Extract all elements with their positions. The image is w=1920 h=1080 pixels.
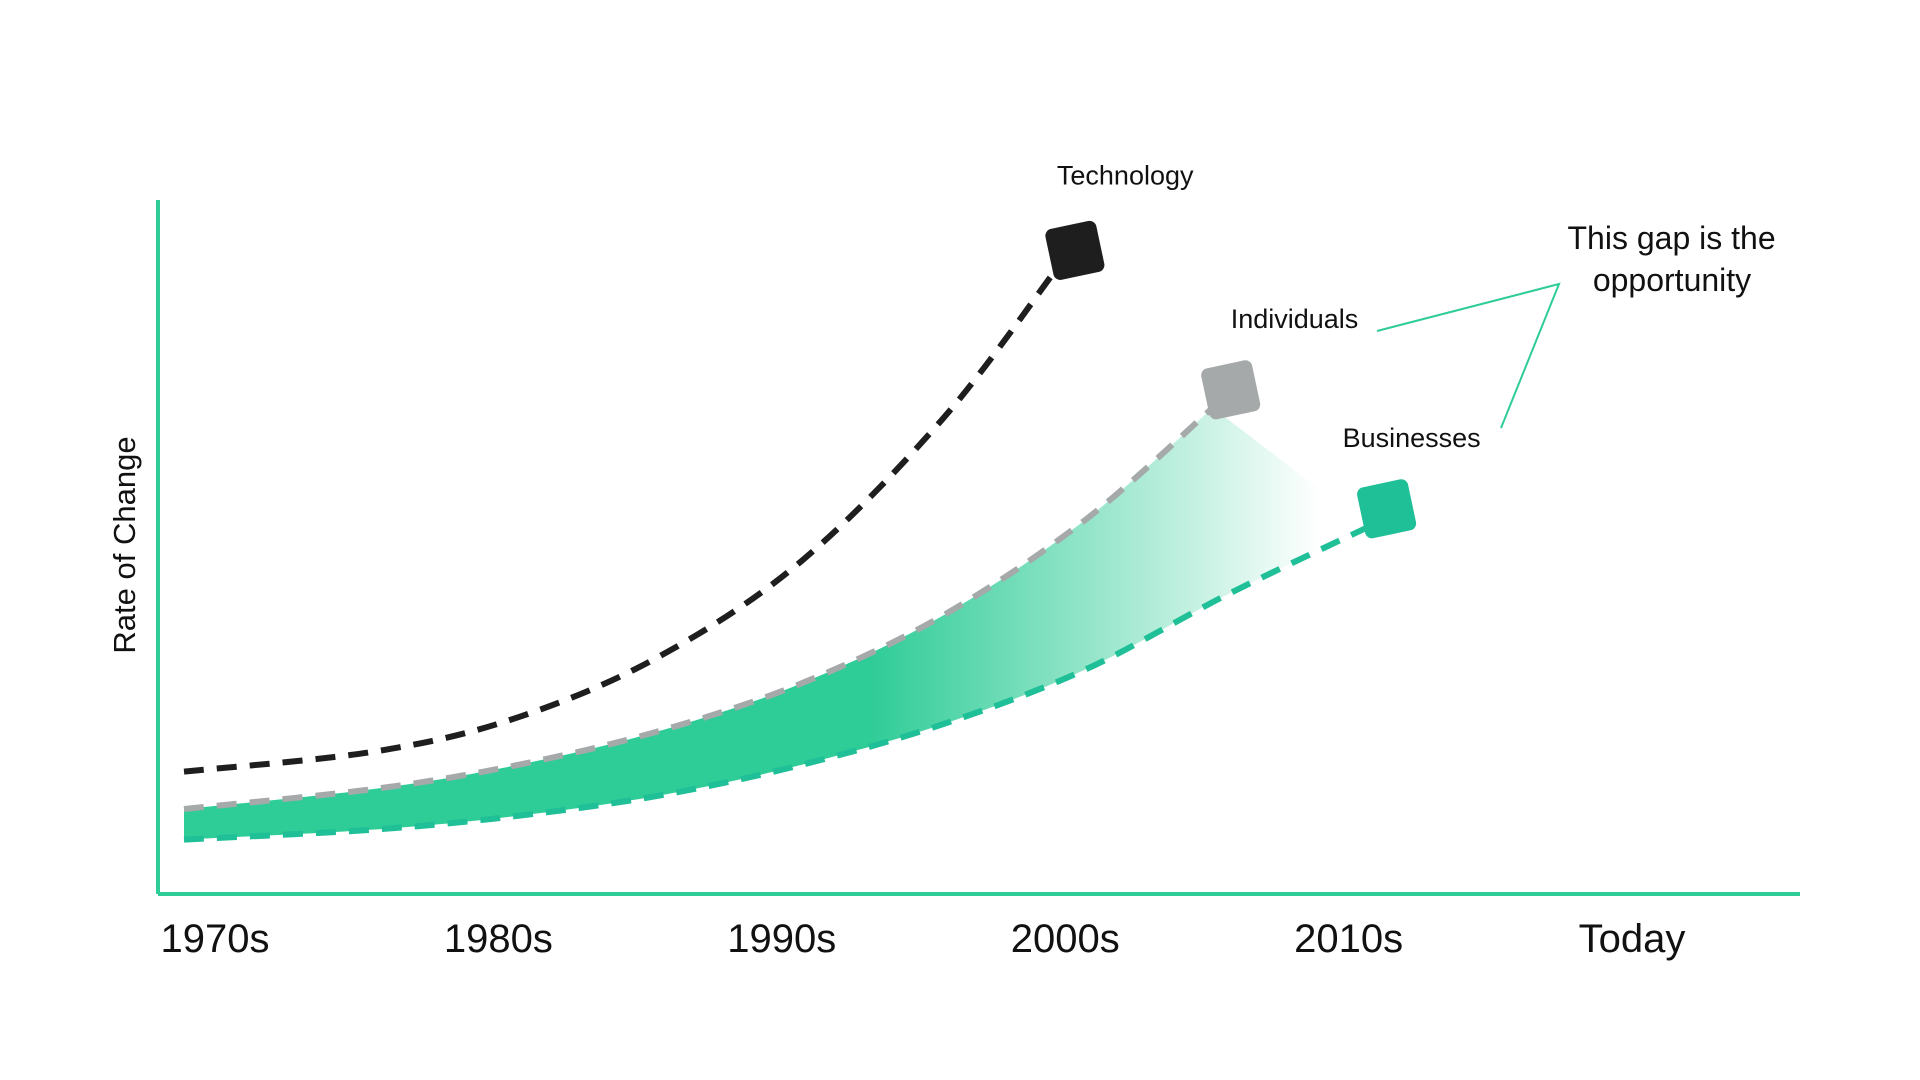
series-end-marker-businesses xyxy=(1357,479,1417,539)
series-businesses xyxy=(183,479,1417,843)
x-tick-label-1990s: 1990s xyxy=(727,917,836,961)
series-label-businesses: Businesses xyxy=(1343,423,1481,453)
x-tick-label-2000s: 2000s xyxy=(1011,917,1120,961)
x-tick-label-2010s: 2010s xyxy=(1294,917,1403,961)
x-tick-label-1970s: 1970s xyxy=(161,917,270,961)
annotation-pointer-lines xyxy=(1376,282,1561,429)
series-individuals xyxy=(183,360,1261,812)
opportunity-gap-area xyxy=(184,407,1369,840)
annotation-line-2: opportunity xyxy=(1593,262,1751,298)
series-end-marker-individuals xyxy=(1201,360,1261,420)
x-tick-label-today: Today xyxy=(1579,917,1686,961)
x-tick-labels: 1970s 1980s 1990s 2000s 2010s Today xyxy=(161,917,1686,961)
gap-annotation: This gap is the opportunity xyxy=(1376,220,1785,429)
series-label-technology: Technology xyxy=(1057,160,1194,190)
svg-text:This gap is the opportun: This gap is the opportunity xyxy=(1568,220,1785,298)
series-labels: Technology Individuals Businesses xyxy=(1057,160,1481,452)
series-line-businesses xyxy=(183,524,1370,843)
series-line-technology xyxy=(183,266,1060,775)
series-line-individuals xyxy=(183,405,1215,812)
series-technology xyxy=(183,220,1105,775)
annotation-line-1: This gap is the xyxy=(1568,220,1776,256)
x-tick-label-1980s: 1980s xyxy=(444,917,553,961)
series-end-marker-technology xyxy=(1045,220,1105,280)
series-label-individuals: Individuals xyxy=(1231,304,1359,334)
y-axis-title: Rate of Change xyxy=(107,436,142,653)
series-layer xyxy=(183,220,1417,843)
